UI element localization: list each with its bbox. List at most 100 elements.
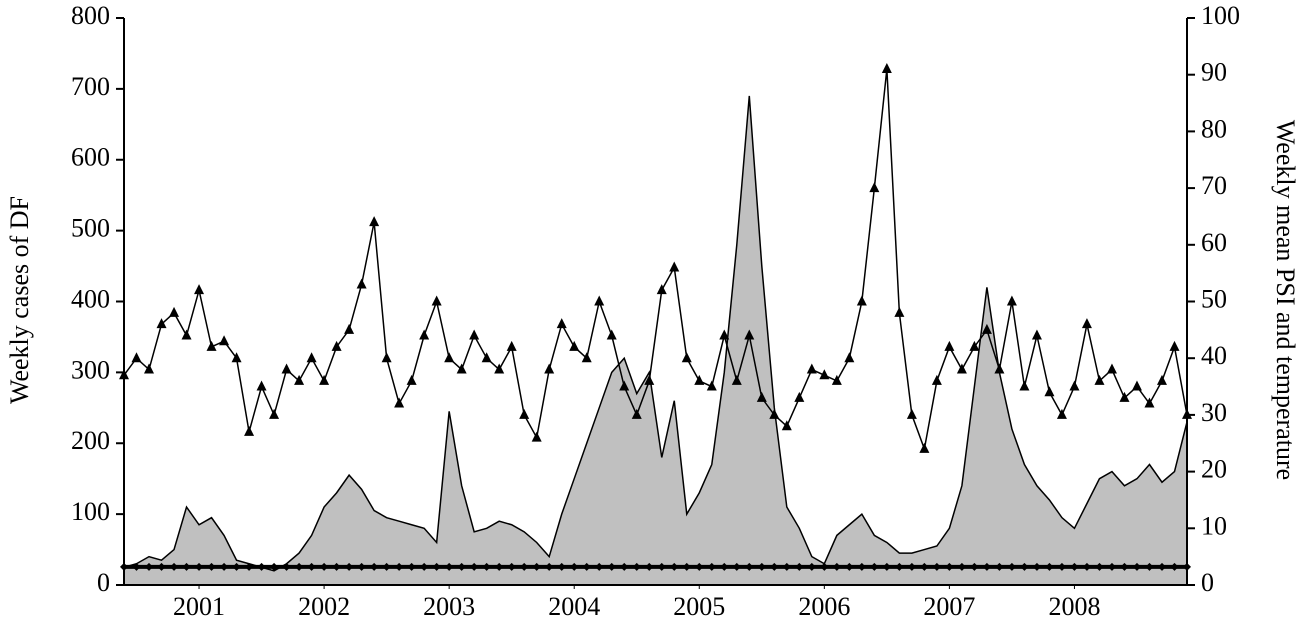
marker (744, 329, 755, 340)
marker (656, 284, 667, 295)
marker (857, 562, 866, 571)
marker (795, 562, 804, 571)
marker (157, 562, 166, 571)
marker (269, 408, 280, 419)
marker (732, 562, 741, 571)
marker (645, 562, 654, 571)
marker (256, 380, 267, 391)
marker (957, 562, 966, 571)
marker (881, 63, 892, 74)
y2-tick-label: 70 (1201, 171, 1227, 200)
marker (531, 431, 542, 442)
marker (820, 562, 829, 571)
y-axis-label: Weekly cases of DF (5, 196, 34, 404)
y2-tick-label: 40 (1201, 341, 1227, 370)
marker (1081, 318, 1092, 329)
x-tick-label: 2003 (423, 592, 475, 621)
marker (295, 562, 304, 571)
marker (695, 562, 704, 571)
marker (1156, 374, 1167, 385)
marker (1070, 562, 1079, 571)
marker (632, 562, 641, 571)
y-tick-label: 300 (71, 355, 110, 384)
marker (282, 562, 291, 571)
marker (1120, 562, 1129, 571)
y2-tick-label: 20 (1201, 455, 1227, 484)
marker (682, 562, 691, 571)
line (123, 68, 1188, 452)
y-tick-label: 200 (71, 426, 110, 455)
marker (895, 562, 904, 571)
marker (657, 562, 666, 571)
marker (956, 363, 967, 374)
marker (395, 562, 404, 571)
marker (270, 562, 279, 571)
marker (445, 562, 454, 571)
marker (781, 420, 792, 431)
marker (631, 408, 642, 419)
marker (1094, 374, 1105, 385)
marker (332, 562, 341, 571)
marker (832, 562, 841, 571)
marker (1069, 380, 1080, 391)
marker (257, 562, 266, 571)
marker (856, 295, 867, 306)
x-tick-label: 2001 (173, 592, 225, 621)
marker (1132, 562, 1141, 571)
marker (520, 562, 529, 571)
marker (995, 562, 1004, 571)
marker (594, 295, 605, 306)
marker (919, 442, 930, 453)
marker (1020, 562, 1029, 571)
marker (281, 363, 292, 374)
y-tick-label: 700 (71, 72, 110, 101)
marker (694, 374, 705, 385)
marker (920, 562, 929, 571)
marker (482, 562, 491, 571)
marker (756, 391, 767, 402)
marker (382, 562, 391, 571)
marker (1144, 397, 1155, 408)
marker (1169, 340, 1180, 351)
marker (407, 562, 416, 571)
marker (381, 352, 392, 363)
marker (456, 363, 467, 374)
marker (432, 562, 441, 571)
marker (670, 562, 679, 571)
marker (1007, 562, 1016, 571)
marker (1019, 380, 1030, 391)
marker (970, 562, 979, 571)
y2-tick-label: 10 (1201, 511, 1227, 540)
marker (757, 562, 766, 571)
marker (806, 363, 817, 374)
marker (207, 562, 216, 571)
marker (994, 363, 1005, 374)
marker (356, 278, 367, 289)
marker (1095, 562, 1104, 571)
marker (720, 562, 729, 571)
marker (1032, 562, 1041, 571)
marker (219, 335, 230, 346)
marker (507, 562, 516, 571)
marker (770, 562, 779, 571)
marker (369, 216, 380, 227)
marker (794, 391, 805, 402)
marker (181, 329, 192, 340)
y2-tick-label: 90 (1201, 58, 1227, 87)
x-tick-label: 2008 (1048, 592, 1100, 621)
marker (419, 329, 430, 340)
marker (506, 340, 517, 351)
marker (170, 562, 179, 571)
marker (544, 363, 555, 374)
marker (245, 562, 254, 571)
marker (495, 562, 504, 571)
marker (556, 318, 567, 329)
marker (244, 425, 255, 436)
marker (782, 562, 791, 571)
y2-tick-label: 0 (1201, 568, 1214, 597)
y2-tick-label: 80 (1201, 114, 1227, 143)
marker (532, 562, 541, 571)
x-tick-label: 2005 (673, 592, 725, 621)
marker (869, 182, 880, 193)
marker (231, 352, 242, 363)
